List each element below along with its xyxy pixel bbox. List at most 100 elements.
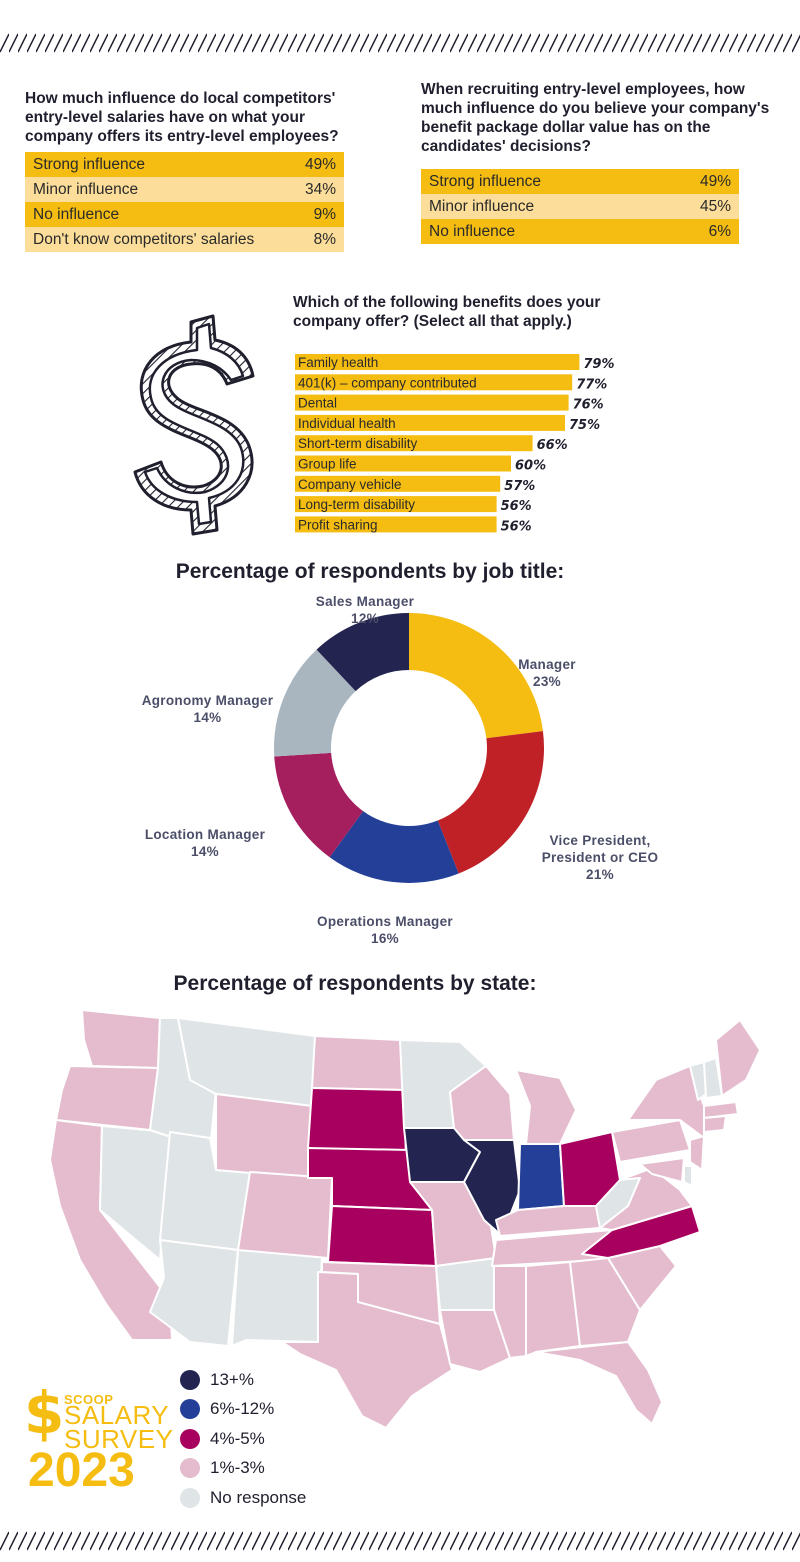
state-ct [703, 1115, 727, 1133]
logo-brand: SCOOP [64, 1392, 114, 1407]
table-row: No influence 9% [25, 202, 344, 227]
benefit-bar [295, 455, 511, 472]
label-operations-manager: Operations Manager 16% [300, 913, 470, 947]
benefit-bar [295, 374, 573, 391]
row-label: Minor influence [429, 197, 535, 215]
state-me [715, 1019, 761, 1097]
benefit-bar [295, 414, 565, 431]
legend-swatch [180, 1428, 200, 1449]
donut-slice [329, 811, 459, 883]
donut-slice [274, 649, 356, 757]
row-label: Don't know competitors' salaries [33, 230, 255, 248]
row-value: 49% [699, 172, 731, 190]
donut-slice [316, 613, 409, 692]
benefit-label: Dental [298, 396, 337, 411]
benefit-bar [295, 354, 580, 370]
benefit-label: Profit sharing [298, 517, 378, 532]
q1-table: Strong influence 49% Minor influence 34% No … [25, 152, 344, 252]
legend-item: No response [180, 1483, 306, 1513]
row-label: Strong influence [33, 155, 146, 173]
label-sales-manager-name: Sales Manager [315, 594, 415, 609]
legend-label: 4%-5% [210, 1428, 265, 1448]
benefit-label: Group life [298, 457, 357, 472]
donut-slice [409, 613, 543, 739]
state-ma [703, 1101, 739, 1119]
state-nm [231, 1249, 323, 1347]
label-sales-manager: Sales Manager 12% [290, 593, 440, 627]
legend-item: 4%-5% [180, 1424, 306, 1454]
benefit-bar [295, 475, 501, 492]
legend-swatch [180, 1487, 200, 1508]
state-ks [327, 1205, 437, 1267]
legend-label: No response [210, 1487, 307, 1507]
legend-label: 13+% [210, 1369, 254, 1389]
row-value: 45% [699, 197, 731, 215]
benefit-value: 57% [504, 479, 535, 494]
benefit-value: 76% [573, 398, 604, 413]
label-vp-value: 21% [586, 867, 614, 882]
benefits-bar-chart: Family health 79% 401(k) – company contrib… [295, 354, 615, 534]
row-value: 6% [708, 222, 731, 240]
row-value: 34% [304, 180, 336, 198]
table-row: Don't know competitors' salaries 8% [25, 227, 344, 252]
state-wv [595, 1177, 641, 1229]
state-fl [535, 1341, 663, 1425]
label-operations-manager-name: Operations Manager [317, 914, 453, 929]
benefits-title: Which of the following benefits does you… [293, 294, 601, 330]
row-label: Minor influence [33, 180, 139, 198]
state-mi [515, 1069, 577, 1145]
top-hatch-border [0, 32, 800, 54]
label-operations-manager-value: 16% [371, 931, 399, 946]
state-wy [215, 1093, 313, 1179]
benefit-label: Individual health [298, 416, 396, 431]
label-vp-name: Vice President, President or CEO [541, 833, 659, 865]
state-wa [81, 1010, 161, 1069]
benefit-bar [295, 516, 497, 533]
row-value: 49% [304, 155, 336, 173]
logo-salary: SALARY [64, 1400, 170, 1430]
label-agronomy-manager-value: 14% [193, 710, 222, 725]
state-ms [493, 1265, 527, 1359]
q2-question: When recruiting entry-level employees, h… [421, 81, 770, 155]
benefit-bar [295, 435, 533, 452]
benefit-value: 79% [583, 357, 614, 372]
legend-swatch [180, 1369, 200, 1390]
state-ar [435, 1257, 497, 1311]
bottom-hatch-border [0, 1530, 800, 1552]
label-manager-value: 23% [533, 674, 561, 689]
benefit-value: 75% [569, 418, 600, 433]
q2-table: Strong influence 49% Minor influence 45% No … [421, 169, 739, 244]
label-location-manager-value: 14% [191, 844, 219, 859]
benefit-bar [295, 394, 569, 411]
state-de [683, 1165, 693, 1187]
label-manager: Manager 23% [497, 656, 597, 690]
benefit-label: Long-term disability [298, 497, 415, 512]
legend-swatch [180, 1399, 200, 1420]
logo-survey: SURVEY [64, 1424, 174, 1454]
label-location-manager-name: Location Manager [144, 827, 266, 842]
legend-swatch [180, 1458, 200, 1479]
table-row: Strong influence 49% [421, 169, 739, 194]
legend-item: 6%-12% [180, 1395, 306, 1425]
state-pa [611, 1119, 691, 1163]
benefit-bar [295, 496, 497, 513]
benefit-value: 56% [501, 519, 532, 534]
q1-question: How much influence do local competitors'… [25, 90, 339, 145]
state-or [55, 1065, 159, 1131]
state-in [517, 1143, 565, 1211]
row-label: No influence [429, 222, 516, 240]
state-legend: 13+% 6%-12% 4%-5% 1%-3% No response [180, 1365, 306, 1513]
state-nj [689, 1135, 705, 1171]
state-la [439, 1309, 511, 1373]
label-agronomy-manager-name: Agronomy Manager [141, 693, 274, 708]
label-vp: Vice President, President or CEO 21% [530, 832, 670, 883]
job-title-donut-chart: Sales Manager 12% Manager 23% Vice Presi… [0, 590, 800, 960]
table-row: No influence 6% [421, 219, 739, 244]
benefit-value: 60% [515, 459, 546, 474]
row-label: Strong influence [429, 172, 542, 190]
logo-year: 2023 [28, 1444, 135, 1497]
label-sales-manager-value: 12% [351, 611, 379, 626]
state-il [463, 1139, 521, 1237]
row-value: 8% [313, 230, 336, 248]
legend-label: 6%-12% [210, 1399, 275, 1419]
